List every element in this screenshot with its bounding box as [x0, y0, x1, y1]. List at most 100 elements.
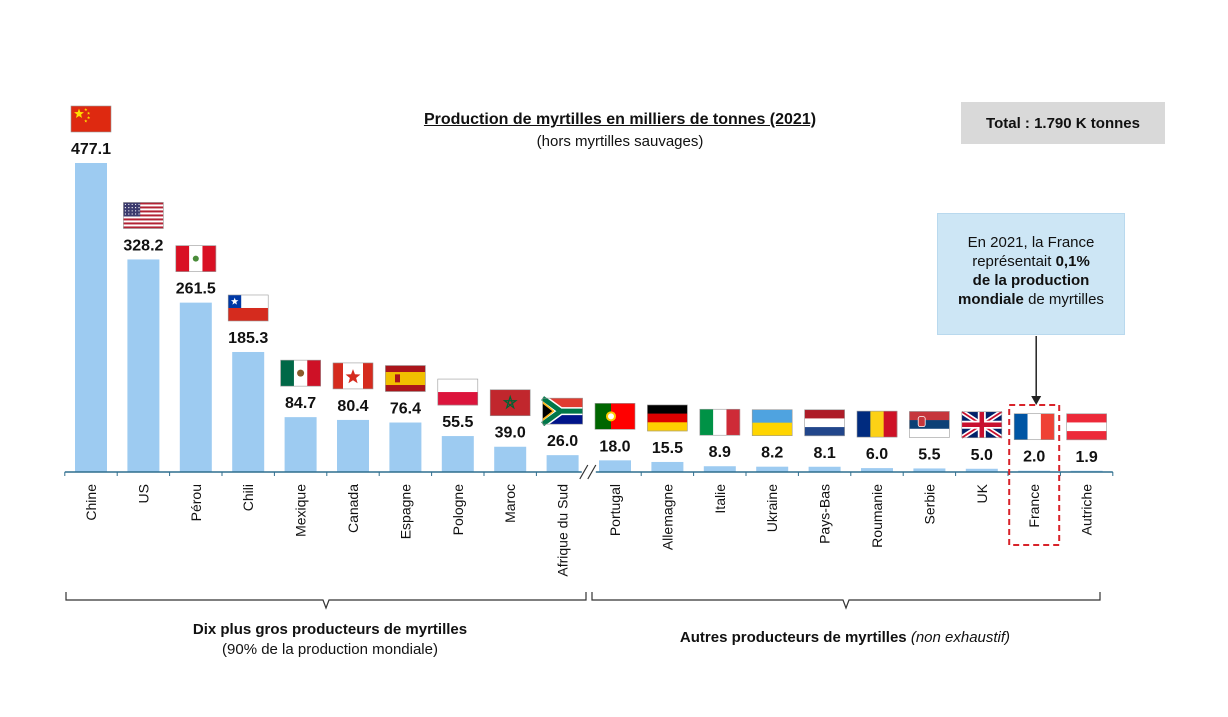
category-label-Chili: Chili: [240, 484, 256, 511]
category-label-Afrique du Sud: Afrique du Sud: [555, 484, 571, 577]
ukraine-flag-icon: [751, 409, 793, 436]
note-line-1: En 2021, la France: [967, 234, 1095, 251]
morocco-flag-icon: [489, 389, 531, 417]
value-label-Espagne: 76.4: [390, 401, 421, 418]
note-line-4: mondiale de myrtilles: [938, 290, 1124, 309]
category-label-US: US: [135, 484, 151, 503]
bar-Italie: [703, 466, 736, 472]
other-producers-label: Autres producteurs de myrtilles (non exh…: [600, 628, 1090, 648]
brace-top-producers: [65, 592, 587, 610]
category-label-Mexique: Mexique: [293, 484, 309, 537]
value-label-Maroc: 39.0: [495, 425, 526, 442]
chile-flag-icon: [227, 294, 269, 322]
canada-flag-icon: [332, 362, 374, 390]
uk-flag-icon: [960, 409, 1004, 440]
bar-Chili: [232, 351, 265, 472]
austria-flag-icon: [1066, 413, 1107, 441]
note-line-3: de la production: [938, 271, 1124, 290]
value-label-Afrique du Sud: 26.0: [547, 433, 578, 450]
note-line-2-text: représentait: [972, 253, 1056, 270]
bar-Serbie: [913, 468, 946, 472]
italy-flag-icon: [699, 408, 741, 436]
category-label-Maroc: Maroc: [502, 484, 518, 523]
bar-US: [127, 259, 160, 472]
bar-Maroc: [494, 446, 527, 472]
value-label-Pays-Bas: 8.1: [813, 445, 835, 462]
category-label-Allemagne: Allemagne: [659, 484, 675, 550]
bar-Afrique du Sud: [546, 455, 579, 472]
spain-flag-icon: [385, 365, 426, 392]
value-label-Canada: 80.4: [337, 398, 368, 415]
serbia-flag-icon: [909, 411, 950, 438]
note-share: 0,1%: [1055, 253, 1090, 270]
value-label-Mexique: 84.7: [285, 395, 316, 412]
value-label-Roumanie: 6.0: [866, 446, 888, 463]
value-label-Pologne: 55.5: [442, 414, 473, 431]
value-label-US: 328.2: [123, 237, 163, 254]
category-label-France: France: [1026, 484, 1042, 528]
france-flag-icon: [1013, 413, 1055, 441]
chart-title: Production de myrtilles en milliers de t…: [423, 111, 817, 128]
note-line-4-bold: mondiale: [958, 291, 1024, 308]
mexico-flag-icon: [280, 359, 321, 387]
chart-subtitle: (hors myrtilles sauvages): [536, 133, 704, 150]
china-flag-icon: [70, 105, 112, 133]
bar-Espagne: [389, 422, 422, 472]
total-badge: Total : 1.790 K tonnes: [961, 102, 1165, 144]
category-label-Portugal: Portugal: [607, 484, 623, 536]
category-label-Canada: Canada: [345, 484, 361, 533]
top-producers-title: Dix plus gros producteurs de myrtilles: [192, 621, 468, 638]
category-label-Chine: Chine: [83, 484, 99, 521]
south-africa-flag-icon: [540, 394, 583, 428]
portugal-flag-icon: [594, 403, 636, 430]
arrow-down-icon: [1031, 336, 1042, 405]
top-producers-subtitle: (90% de la production mondiale): [222, 641, 438, 658]
france-note-box: En 2021, la France représentait 0,1% de …: [937, 213, 1125, 335]
bar-Mexique: [284, 417, 317, 472]
bar-Canada: [337, 419, 369, 472]
value-label-France: 2.0: [1023, 449, 1045, 466]
other-producers-title: Autres producteurs de myrtilles: [679, 629, 907, 646]
category-label-Autriche: Autriche: [1079, 484, 1095, 536]
category-label-Pologne: Pologne: [450, 484, 466, 536]
bar-Portugal: [599, 460, 631, 472]
france-highlight-box: [1008, 404, 1061, 546]
value-label-Autriche: 1.9: [1075, 449, 1097, 466]
category-label-Serbie: Serbie: [921, 484, 937, 525]
bar-Ukraine: [756, 466, 789, 472]
germany-flag-icon: [647, 404, 688, 432]
note-line-3-text: de la production: [972, 272, 1090, 289]
top-producers-label: Dix plus gros producteurs de myrtilles (…: [140, 620, 520, 660]
value-label-Chine: 477.1: [71, 141, 111, 158]
romania-flag-icon: [856, 410, 898, 438]
bar-Pologne: [441, 436, 474, 472]
chart-title-block: Production de myrtilles en milliers de t…: [300, 111, 940, 150]
value-label-Allemagne: 15.5: [652, 440, 683, 457]
bar-Pays-Bas: [808, 466, 841, 472]
bar-UK: [965, 468, 998, 472]
other-producers-subtitle: (non exhaustif): [910, 629, 1011, 646]
netherlands-flag-icon: [804, 409, 845, 437]
value-label-Italie: 8.9: [709, 444, 731, 461]
note-line-2: représentait 0,1%: [938, 252, 1124, 271]
bar-Roumanie: [861, 468, 893, 472]
bar-Chine: [75, 163, 107, 472]
note-line-4-text: de myrtilles: [1023, 291, 1104, 308]
brace-other-producers: [591, 592, 1101, 610]
value-label-Ukraine: 8.2: [761, 445, 783, 462]
value-label-Pérou: 261.5: [176, 281, 216, 298]
value-label-Portugal: 18.0: [599, 438, 630, 455]
bar-Pérou: [179, 302, 212, 472]
category-label-Ukraine: Ukraine: [764, 484, 780, 532]
value-label-Serbie: 5.5: [918, 446, 940, 463]
value-label-Chili: 185.3: [228, 330, 268, 347]
peru-flag-icon: [175, 245, 217, 272]
category-label-Roumanie: Roumanie: [869, 484, 885, 548]
category-label-Pays-Bas: Pays-Bas: [817, 484, 833, 544]
category-label-UK: UK: [974, 483, 990, 503]
category-label-Espagne: Espagne: [397, 484, 413, 539]
category-label-Pérou: Pérou: [188, 484, 204, 521]
usa-flag-icon: [123, 202, 164, 229]
bar-Allemagne: [651, 461, 684, 472]
